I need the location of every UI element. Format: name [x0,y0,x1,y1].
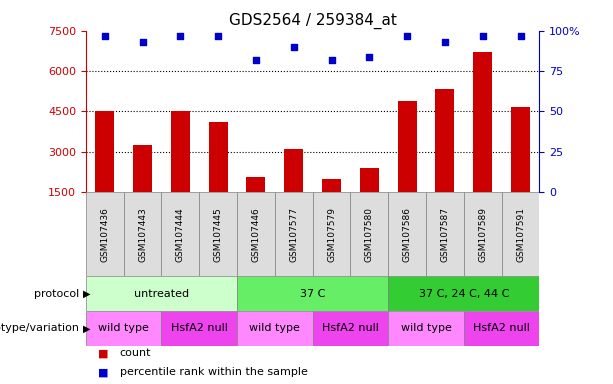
Text: wild type: wild type [249,323,300,333]
FancyBboxPatch shape [351,192,388,276]
Text: GSM107445: GSM107445 [213,207,223,262]
Title: GDS2564 / 259384_at: GDS2564 / 259384_at [229,13,397,29]
FancyBboxPatch shape [275,192,313,276]
Bar [133,145,152,192]
Point [289,44,299,50]
Text: GSM107591: GSM107591 [516,207,525,262]
Bar [322,179,341,192]
Text: HsfA2 null: HsfA2 null [473,323,530,333]
Text: protocol: protocol [34,289,80,299]
Text: GSM107586: GSM107586 [403,207,412,262]
FancyBboxPatch shape [199,192,237,276]
Point [440,39,450,45]
Text: GSM107436: GSM107436 [100,207,109,262]
Text: untreated: untreated [134,289,189,299]
FancyBboxPatch shape [161,192,199,276]
Bar [473,52,492,192]
Text: GSM107446: GSM107446 [251,207,261,262]
Point [364,53,374,60]
Text: ▶: ▶ [83,289,90,299]
Text: ▶: ▶ [83,323,90,333]
Text: percentile rank within the sample: percentile rank within the sample [120,367,307,377]
Point [402,33,412,39]
FancyBboxPatch shape [464,311,539,346]
Text: 37 C: 37 C [300,289,326,299]
Text: GSM107587: GSM107587 [440,207,449,262]
Bar [398,101,417,192]
Text: HsfA2 null: HsfA2 null [171,323,227,333]
FancyBboxPatch shape [388,311,464,346]
Text: GSM107444: GSM107444 [176,207,185,262]
Text: ■: ■ [98,367,109,377]
Text: wild type: wild type [401,323,451,333]
FancyBboxPatch shape [237,276,388,311]
Text: HsfA2 null: HsfA2 null [322,323,379,333]
FancyBboxPatch shape [124,192,161,276]
FancyBboxPatch shape [237,192,275,276]
FancyBboxPatch shape [464,192,501,276]
Text: genotype/variation: genotype/variation [0,323,80,333]
FancyBboxPatch shape [388,276,539,311]
Point [478,33,488,39]
Bar [435,89,454,192]
Point [327,57,337,63]
Text: GSM107443: GSM107443 [138,207,147,262]
FancyBboxPatch shape [501,192,539,276]
Bar [511,107,530,192]
Point [100,33,110,39]
Bar [360,168,379,192]
Point [251,57,261,63]
FancyBboxPatch shape [426,192,464,276]
FancyBboxPatch shape [86,276,237,311]
FancyBboxPatch shape [86,192,124,276]
Point [137,39,148,45]
Bar [284,149,303,192]
Bar [246,177,265,192]
Text: GSM107580: GSM107580 [365,207,374,262]
Point [516,33,525,39]
Point [175,33,185,39]
FancyBboxPatch shape [313,192,351,276]
Text: GSM107577: GSM107577 [289,207,299,262]
FancyBboxPatch shape [237,311,313,346]
Bar [208,122,227,192]
Text: GSM107589: GSM107589 [478,207,487,262]
Bar [171,111,190,192]
Bar [95,111,114,192]
FancyBboxPatch shape [161,311,237,346]
Text: 37 C, 24 C, 44 C: 37 C, 24 C, 44 C [419,289,509,299]
Text: ■: ■ [98,348,109,358]
Text: wild type: wild type [98,323,149,333]
Point [213,33,223,39]
Text: count: count [120,348,151,358]
FancyBboxPatch shape [86,311,161,346]
Text: GSM107579: GSM107579 [327,207,336,262]
FancyBboxPatch shape [388,192,426,276]
FancyBboxPatch shape [313,311,388,346]
